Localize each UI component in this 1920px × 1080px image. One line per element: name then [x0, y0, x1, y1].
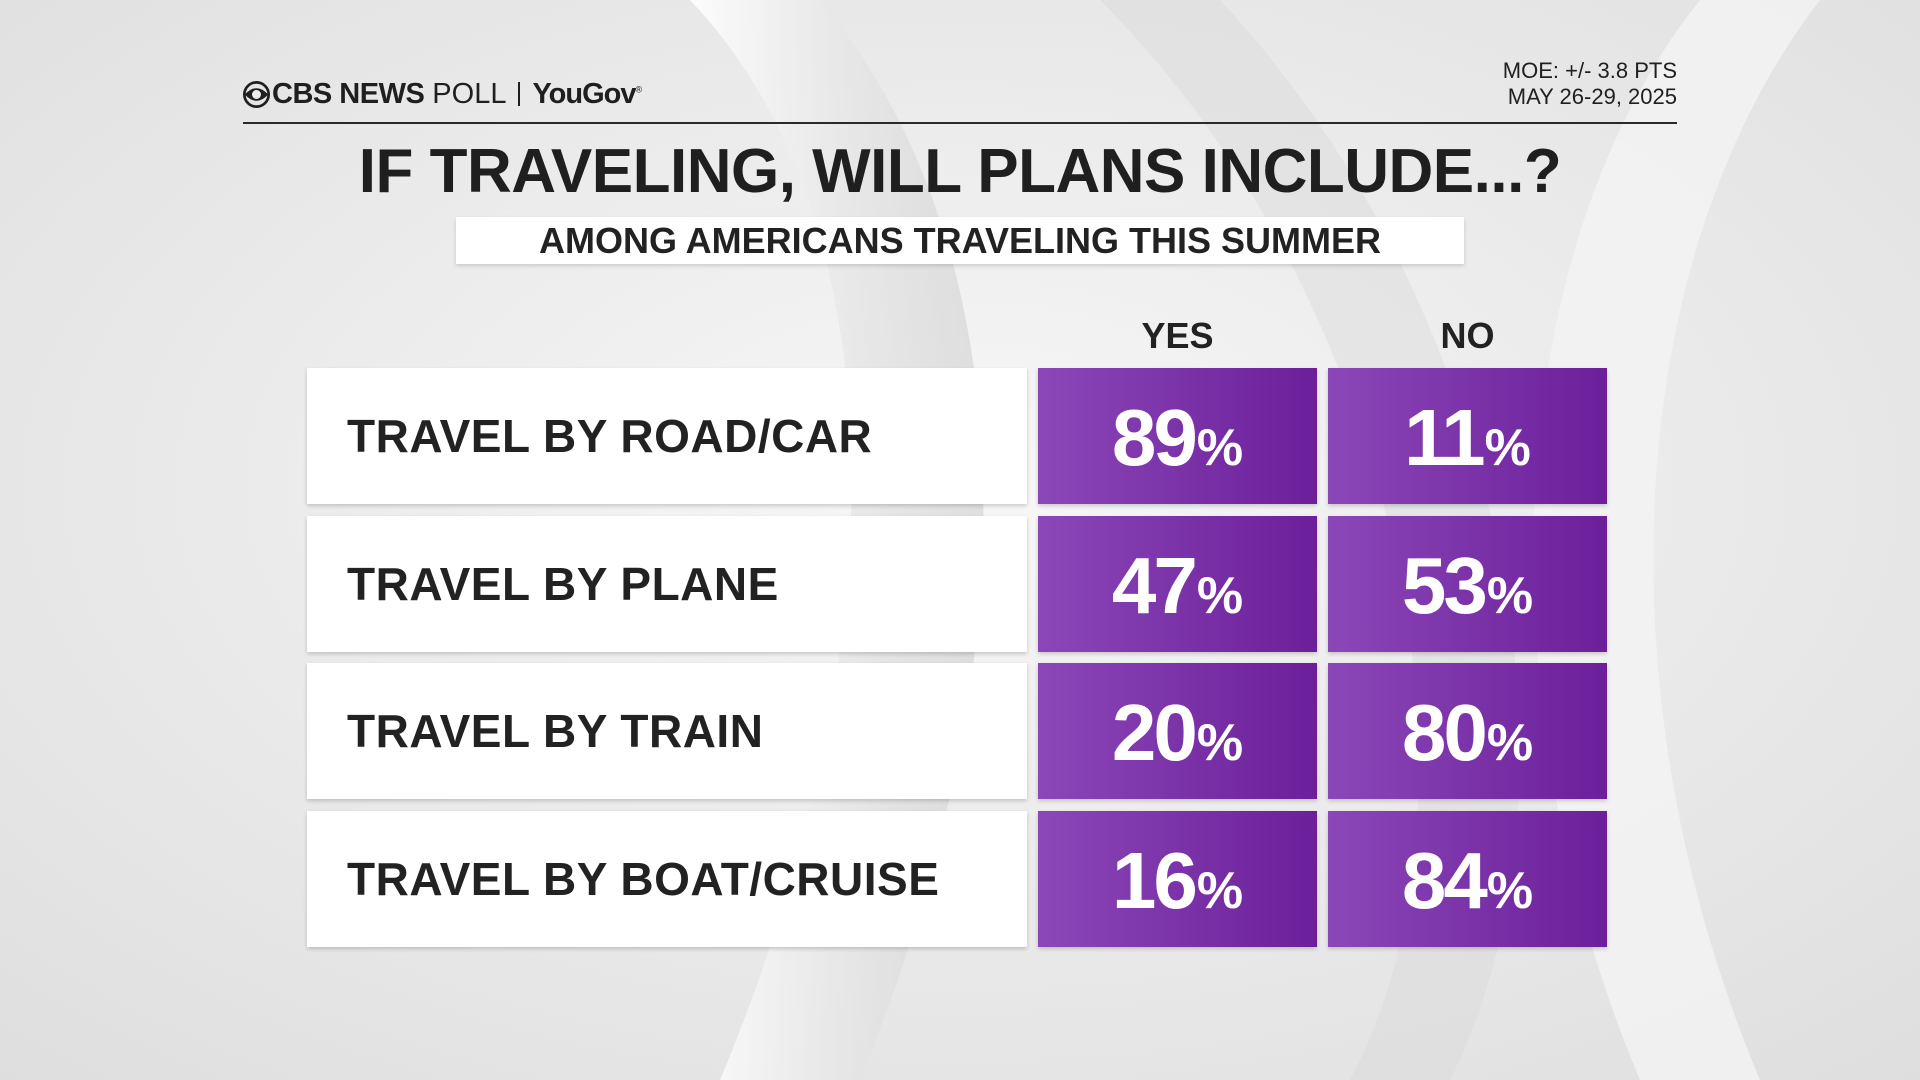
data-value-yes: 89 — [1111, 393, 1198, 482]
column-header-no: NO — [1440, 315, 1495, 356]
percent-sign: % — [1196, 862, 1244, 920]
data-cell-no: 11% — [1328, 368, 1607, 504]
row-label: TRAVEL BY ROAD/CAR — [347, 410, 873, 462]
data-cell-no: 53% — [1328, 516, 1607, 652]
percent-sign: % — [1196, 567, 1244, 625]
data-value-yes: 20 — [1111, 688, 1198, 777]
poll-dates: MAY 26-29, 2025 — [1507, 84, 1677, 109]
row-label-box: TRAVEL BY TRAIN — [307, 663, 1027, 799]
data-value-no: 53 — [1401, 541, 1488, 630]
row-label: TRAVEL BY TRAIN — [347, 705, 764, 757]
row-label-box: TRAVEL BY ROAD/CAR — [307, 368, 1027, 504]
percent-sign: % — [1486, 862, 1534, 920]
percent-sign: % — [1486, 567, 1534, 625]
percent-sign: % — [1484, 419, 1531, 477]
percent-sign: % — [1196, 419, 1244, 477]
row-label-box: TRAVEL BY BOAT/CRUISE — [307, 811, 1027, 947]
data-cell-no: 84% — [1328, 811, 1607, 947]
brand-poll: POLL — [432, 77, 507, 110]
brand-yougov: YouGov® — [532, 77, 642, 110]
data-cell-no: 80% — [1328, 663, 1607, 799]
header-divider — [243, 122, 1677, 124]
data-value-no: 11 — [1404, 393, 1486, 482]
brand-cbs-news: CBS NEWS — [272, 77, 425, 110]
margin-of-error: MOE: +/- 3.8 PTS — [1502, 58, 1677, 83]
data-cell-yes: 89% — [1038, 368, 1317, 504]
row-label: TRAVEL BY BOAT/CRUISE — [347, 853, 940, 905]
row-label: TRAVEL BY PLANE — [347, 558, 779, 610]
data-value-no: 84 — [1401, 836, 1488, 925]
data-cell-yes: 16% — [1038, 811, 1317, 947]
data-cell-yes: 47% — [1038, 516, 1317, 652]
data-value-yes: 47 — [1111, 541, 1198, 630]
brand-divider — [518, 82, 521, 106]
percent-sign: % — [1196, 714, 1244, 772]
data-cell-yes: 20% — [1038, 663, 1317, 799]
data-value-no: 80 — [1401, 688, 1488, 777]
cbs-eye-logo-icon — [243, 80, 270, 108]
poll-meta: MOE: +/- 3.8 PTS MAY 26-29, 2025 — [1503, 58, 1677, 110]
percent-sign: % — [1486, 714, 1534, 772]
chart-subtitle: AMONG AMERICANS TRAVELING THIS SUMMER — [456, 217, 1464, 264]
poll-branding: CBS NEWS POLL YouGov® — [243, 77, 642, 111]
column-header-yes: YES — [1141, 315, 1214, 356]
row-label-box: TRAVEL BY PLANE — [307, 516, 1027, 652]
chart-title: IF TRAVELING, WILL PLANS INCLUDE...? — [358, 137, 1562, 206]
data-value-yes: 16 — [1111, 836, 1198, 925]
